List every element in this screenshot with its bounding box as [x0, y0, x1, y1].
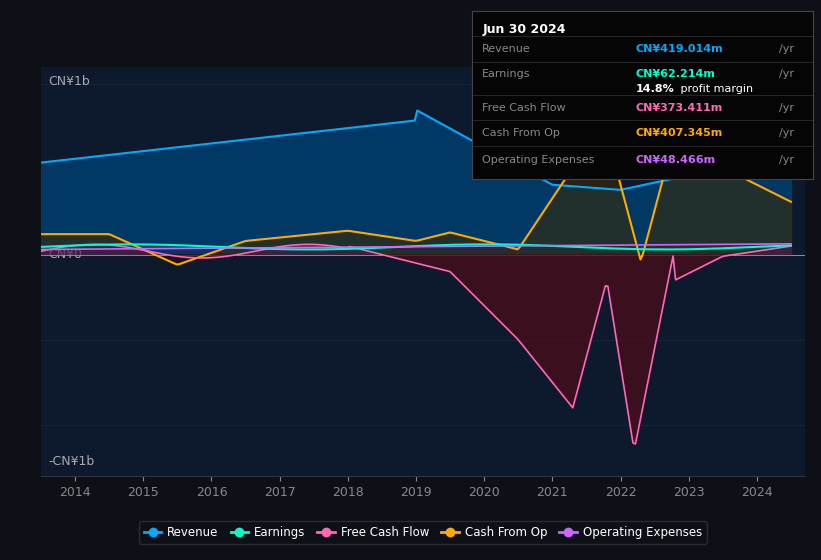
Text: CN¥48.466m: CN¥48.466m [635, 155, 716, 165]
Text: Free Cash Flow: Free Cash Flow [482, 103, 566, 113]
Text: CN¥373.411m: CN¥373.411m [635, 103, 722, 113]
Text: Revenue: Revenue [482, 44, 531, 54]
Legend: Revenue, Earnings, Free Cash Flow, Cash From Op, Operating Expenses: Revenue, Earnings, Free Cash Flow, Cash … [139, 521, 707, 544]
Text: /yr: /yr [778, 103, 794, 113]
Text: CN¥62.214m: CN¥62.214m [635, 69, 715, 79]
Text: /yr: /yr [778, 69, 794, 79]
Text: Jun 30 2024: Jun 30 2024 [482, 23, 566, 36]
Text: -CN¥1b: -CN¥1b [48, 455, 95, 468]
Text: 14.8%: 14.8% [635, 85, 674, 94]
Text: /yr: /yr [778, 155, 794, 165]
Text: CN¥407.345m: CN¥407.345m [635, 128, 722, 138]
Text: CN¥1b: CN¥1b [48, 76, 90, 88]
Text: /yr: /yr [778, 44, 794, 54]
Text: Operating Expenses: Operating Expenses [482, 155, 594, 165]
Text: Earnings: Earnings [482, 69, 531, 79]
Text: CN¥0: CN¥0 [48, 248, 83, 261]
Text: profit margin: profit margin [677, 85, 753, 94]
Text: CN¥419.014m: CN¥419.014m [635, 44, 723, 54]
Text: Cash From Op: Cash From Op [482, 128, 560, 138]
Text: /yr: /yr [778, 128, 794, 138]
